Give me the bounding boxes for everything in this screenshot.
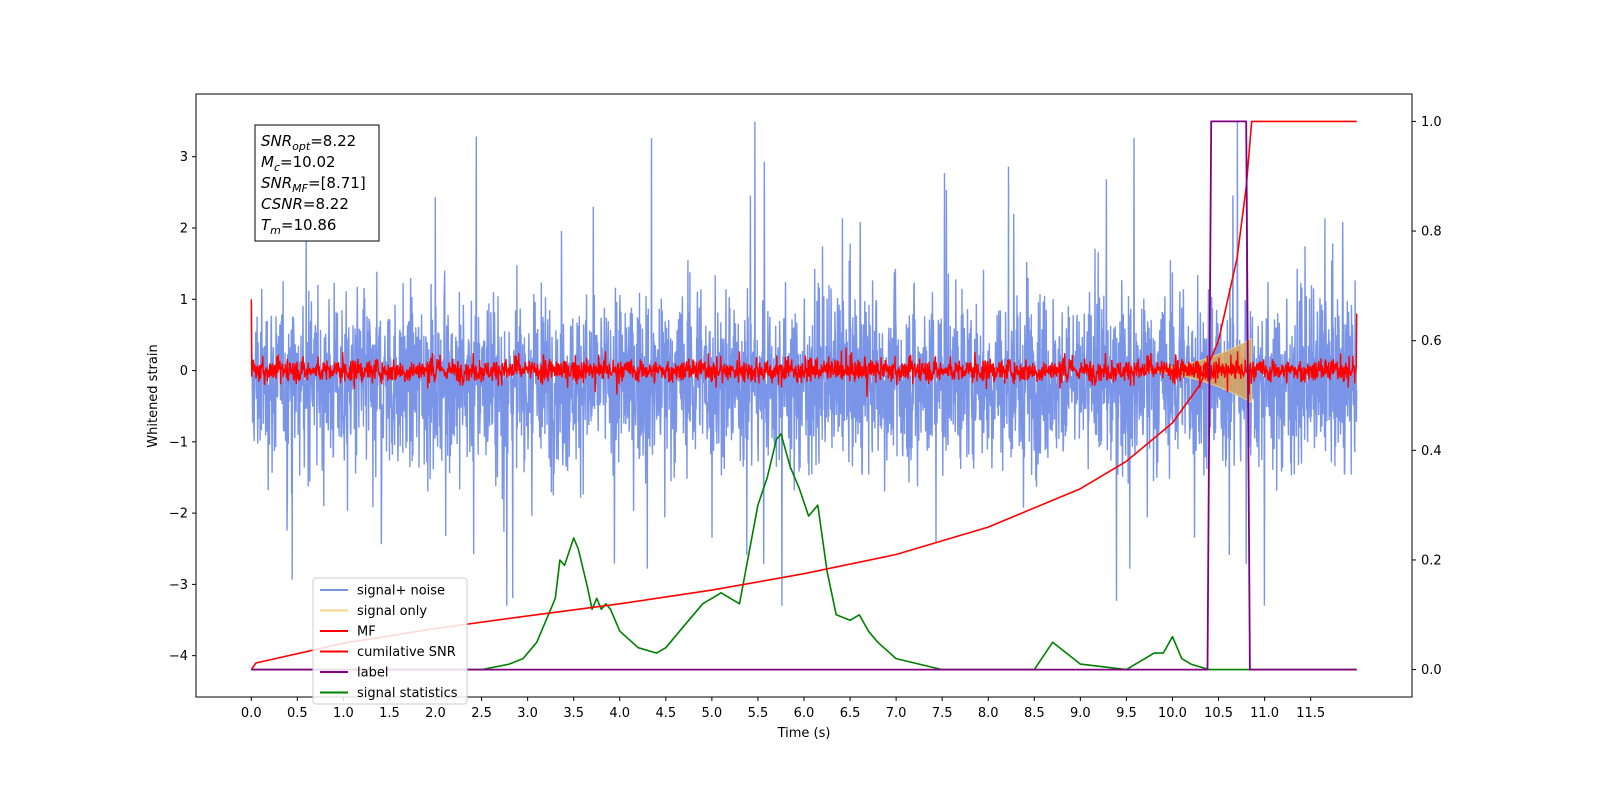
x-tick-label: 8.5 bbox=[1024, 706, 1045, 721]
x-tick-label: 9.5 bbox=[1116, 706, 1137, 721]
y-left-tick-label: −3 bbox=[169, 578, 188, 593]
legend: signal+ noise signal only MF cumilative SNR… bbox=[312, 577, 468, 705]
y-left-tick-label: 2 bbox=[180, 222, 188, 237]
y-left-tick-label: 3 bbox=[180, 150, 188, 165]
plot-area bbox=[250, 120, 1358, 671]
x-tick-label: 8.0 bbox=[978, 706, 999, 721]
series-signal-statistics-line bbox=[251, 433, 1357, 671]
y-right-tick-label: 0.6 bbox=[1421, 334, 1442, 349]
y-axis-label: Whitened strain bbox=[146, 344, 161, 447]
y-right-tick-label: 1.0 bbox=[1421, 115, 1442, 130]
x-tick-label: 6.5 bbox=[840, 706, 861, 721]
x-tick-label: 1.0 bbox=[333, 706, 354, 721]
y-left-tick-label: −4 bbox=[169, 649, 188, 664]
series-mf-line bbox=[250, 299, 1358, 397]
legend-item-label: signal+ noise bbox=[357, 584, 445, 599]
annotation-line: SNRopt=8.22 bbox=[261, 132, 356, 153]
x-tick-label: 10.5 bbox=[1204, 706, 1233, 721]
x-tick-label: 7.5 bbox=[932, 706, 953, 721]
y-right-tick-label: 0.0 bbox=[1421, 663, 1442, 678]
x-tick-label: 0.0 bbox=[241, 706, 262, 721]
y-left-tick-label: 0 bbox=[180, 364, 188, 379]
y-left-tick-label: −2 bbox=[169, 507, 188, 522]
x-tick-label: 1.5 bbox=[379, 706, 400, 721]
x-tick-label: 11.5 bbox=[1296, 706, 1325, 721]
x-tick-label: 4.5 bbox=[655, 706, 676, 721]
x-tick-label: 11.0 bbox=[1250, 706, 1279, 721]
x-tick-label: 6.0 bbox=[794, 706, 815, 721]
y-right-tick-label: 0.8 bbox=[1421, 225, 1442, 240]
annotation-line: Tm=10.86 bbox=[261, 216, 336, 237]
legend-frame bbox=[312, 577, 468, 705]
x-tick-label: 2.0 bbox=[425, 706, 446, 721]
y-right-axis-ticks: 1.0 0.8 0.6 0.4 0.2 0.0 bbox=[1412, 115, 1442, 678]
y-left-tick-label: 1 bbox=[180, 293, 188, 308]
x-axis-ticks: 0.0 0.5 1.0 1.5 2.0 2.5 3.0 3.5 4.0 4.5 5.0 5.5 6.0 6… bbox=[241, 697, 1325, 721]
x-tick-label: 3.0 bbox=[517, 706, 538, 721]
y-left-axis-ticks: 3 2 1 0 −1 −2 −3 −4 bbox=[169, 150, 196, 664]
y-right-tick-label: 0.2 bbox=[1421, 553, 1442, 568]
x-tick-label: 7.0 bbox=[886, 706, 907, 721]
legend-item-label: label bbox=[357, 666, 388, 681]
x-tick-label: 5.0 bbox=[702, 706, 723, 721]
y-right-tick-label: 0.4 bbox=[1421, 444, 1442, 459]
x-tick-label: 2.5 bbox=[471, 706, 492, 721]
x-tick-label: 3.5 bbox=[563, 706, 584, 721]
x-tick-label: 0.5 bbox=[287, 706, 308, 721]
annotation-line: SNRMF=[8.71] bbox=[261, 174, 366, 195]
annotation-frame bbox=[254, 124, 380, 242]
legend-item-label: MF bbox=[357, 625, 376, 640]
annotation-line: CSNR=8.22 bbox=[261, 195, 349, 213]
x-tick-label: 9.0 bbox=[1070, 706, 1091, 721]
series-label-line bbox=[251, 120, 1357, 671]
x-axis-label: Time (s) bbox=[777, 726, 831, 741]
legend-item-label: cumilative SNR bbox=[357, 645, 456, 660]
stats-annotation-box: SNRopt=8.22Mc=10.02SNRMF=[8.71]CSNR=8.22… bbox=[254, 124, 380, 242]
x-tick-label: 10.0 bbox=[1158, 706, 1187, 721]
series-signal-noise-line bbox=[250, 121, 1358, 606]
legend-item-label: signal only bbox=[357, 604, 427, 619]
annotation-line: Mc=10.02 bbox=[261, 153, 336, 174]
x-tick-label: 4.0 bbox=[609, 706, 630, 721]
x-tick-label: 5.5 bbox=[748, 706, 769, 721]
y-left-tick-label: −1 bbox=[169, 435, 188, 450]
legend-item-label: signal statistics bbox=[357, 686, 458, 701]
